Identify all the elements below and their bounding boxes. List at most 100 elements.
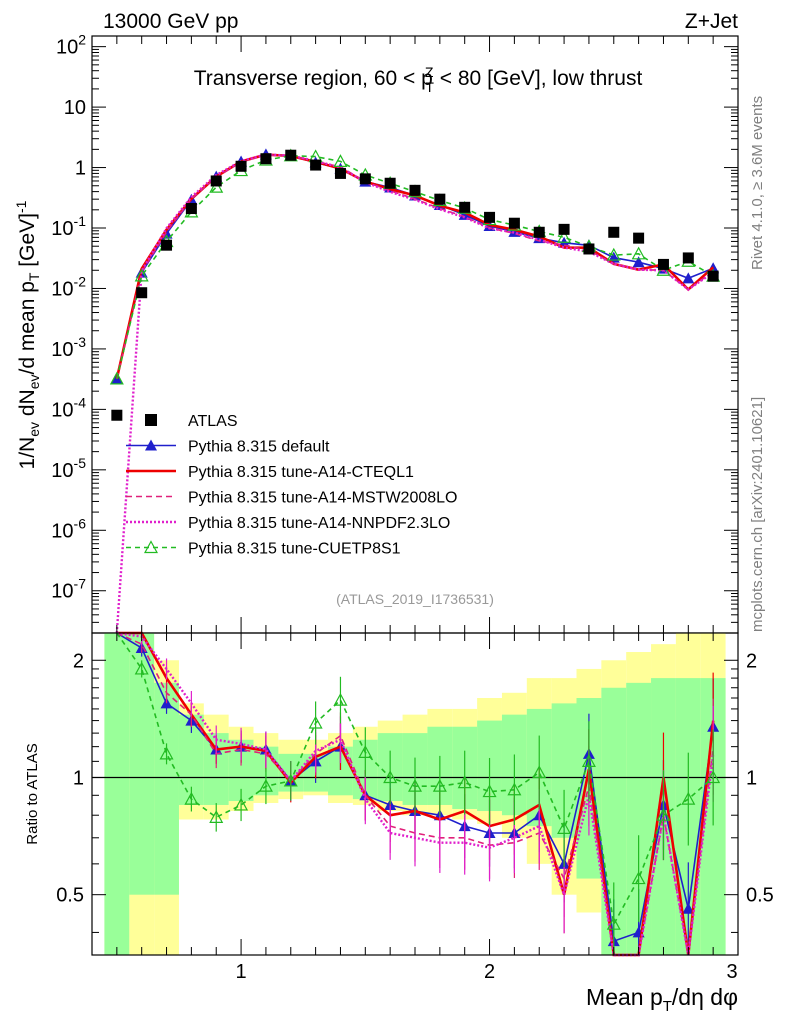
atlas-data-point [285,149,297,161]
y-tick-label-exp: -4 [74,394,87,410]
ratio-marker [606,916,621,930]
atlas-data-point [533,226,545,238]
y-tick-label-exp: -3 [74,334,87,350]
atlas-data-point [633,232,645,244]
atlas-data-point [136,287,148,299]
atlas-data-point [210,175,222,187]
atlas-data-point [185,203,197,215]
legend-label: Pythia 8.315 tune-A14-CTEQL1 [188,464,414,481]
x-axis: 1 2 3 [116,36,739,983]
x-axis-label: Mean pT/dη dφ [586,984,738,1015]
ratio-tick-label: 2 [73,650,84,672]
atlas-data-point [484,211,496,223]
atlas-data-point [657,258,669,270]
ratio-marker [134,661,149,675]
y-label-sub: ev [26,374,42,389]
atlas-data-points [111,149,719,421]
mc-marker [631,246,646,260]
x-label-part: Mean p [586,984,663,1010]
atlas-data-point [682,252,694,264]
ratio-tick-label: 0.5 [56,885,84,907]
y-tick-label: 10-2 [51,273,86,300]
atlas-data-point [434,193,446,205]
mc-marker [209,179,224,193]
y-tick-label-exp: -2 [74,273,87,289]
mc-marker [109,371,124,385]
x-tick-label: 3 [726,961,737,983]
legend-label: Pythia 8.315 tune-A14-MSTW2008LO [188,490,457,507]
plot-title-sub: T [425,79,434,95]
atlas-data-point [235,160,247,172]
atlas-data-point [111,409,123,421]
legend-label: Pythia 8.315 tune-A14-NNPDF2.3LO [188,515,450,532]
atlas-data-point [409,184,421,196]
x-tick-label: 2 [484,961,495,983]
ratio-y-axis: 0.5 0.5 1 1 2 2 [56,650,774,933]
mc-marker [606,247,621,261]
atlas-data-point [161,239,173,251]
ratio-marker [557,821,572,834]
ratio-y-axis-label: Ratio to ATLAS [24,743,41,844]
ratio-marker [457,775,472,789]
uncertainty-band-green [104,633,130,955]
ratio-marker [283,773,298,787]
y-tick-label-base: 10 [56,37,78,59]
plot-title-part: < 80 [GeV], low thrust [434,67,643,90]
ratio-marker [209,810,224,823]
y-tick-label: 10 [64,97,86,119]
legend-label-atlas: ATLAS [188,413,238,430]
mc-curve [115,153,714,634]
y-tick-label: 10-6 [51,515,86,542]
x-label-part: /dη dφ [672,984,738,1010]
y-label-part: [GeV] [16,213,39,273]
y-tick-label-base: 10 [51,278,73,300]
ratio-marker [482,784,497,798]
plot-title: Transverse region, 60 < pZ T < 80 [GeV], … [194,64,643,95]
atlas-data-point [508,217,520,229]
ratio-marker [184,791,199,805]
y-tick-label-base: 10 [51,339,73,361]
y-tick-label: 10-4 [51,394,86,421]
y-tick-label-base: 10 [51,460,73,482]
legend-marker [145,439,157,451]
ratio-marker [383,770,398,784]
y-tick-label: 102 [56,32,86,59]
atlas-data-point [384,177,396,189]
ratio-marker [258,778,273,792]
atlas-data-point [359,173,371,185]
mc-marker [632,256,645,268]
mc-marker [333,154,348,168]
rivet-version-label: Rivet 4.1.0, ≥ 3.6M events [749,96,766,270]
y-tick-label-exp: -5 [74,455,87,471]
atlas-data-point [334,167,346,179]
ratio-marker [159,746,174,760]
analysis-id: (ATLAS_2019_I1736531) [336,591,494,607]
plot-title-sup: Z [425,64,434,80]
atlas-data-point [707,270,719,282]
atlas-data-point [608,226,620,238]
ratio-tick-label-right: 0.5 [746,885,774,907]
mc-marker [557,230,572,243]
y-tick-label-base: 10 [51,399,73,421]
y-axis-label: 1/Nev dNev/d mean pT [GeV]-1 [13,200,42,469]
y-tick-label: 10-1 [51,213,86,240]
mcplots-label: mcplots.cern.ch [arXiv:2401.10621] [749,397,766,632]
y-label-sup: -1 [13,200,29,213]
ratio-marker [532,765,547,779]
y-tick-label-exp: 2 [78,32,86,48]
y-tick-label-exp: -1 [74,213,87,229]
mc-marker [134,268,149,282]
legend: ATLAS Pythia 8.315 default Pythia 8.315 tu… [126,413,457,558]
atlas-data-point [260,153,272,165]
legend-label: Pythia 8.315 tune-CUETP8S1 [188,541,401,558]
y-label-part: dN [16,389,39,422]
atlas-data-point [310,159,322,171]
y-tick-label-base: 10 [51,520,73,542]
ratio-tick-label-right: 1 [746,767,757,789]
y-tick-label-exp: -6 [74,515,87,531]
uncertainty-band-green [154,682,179,895]
mc-curves [109,148,721,634]
y-label-part: /d mean p [16,281,39,374]
y-tick-label: 10-7 [51,576,86,603]
